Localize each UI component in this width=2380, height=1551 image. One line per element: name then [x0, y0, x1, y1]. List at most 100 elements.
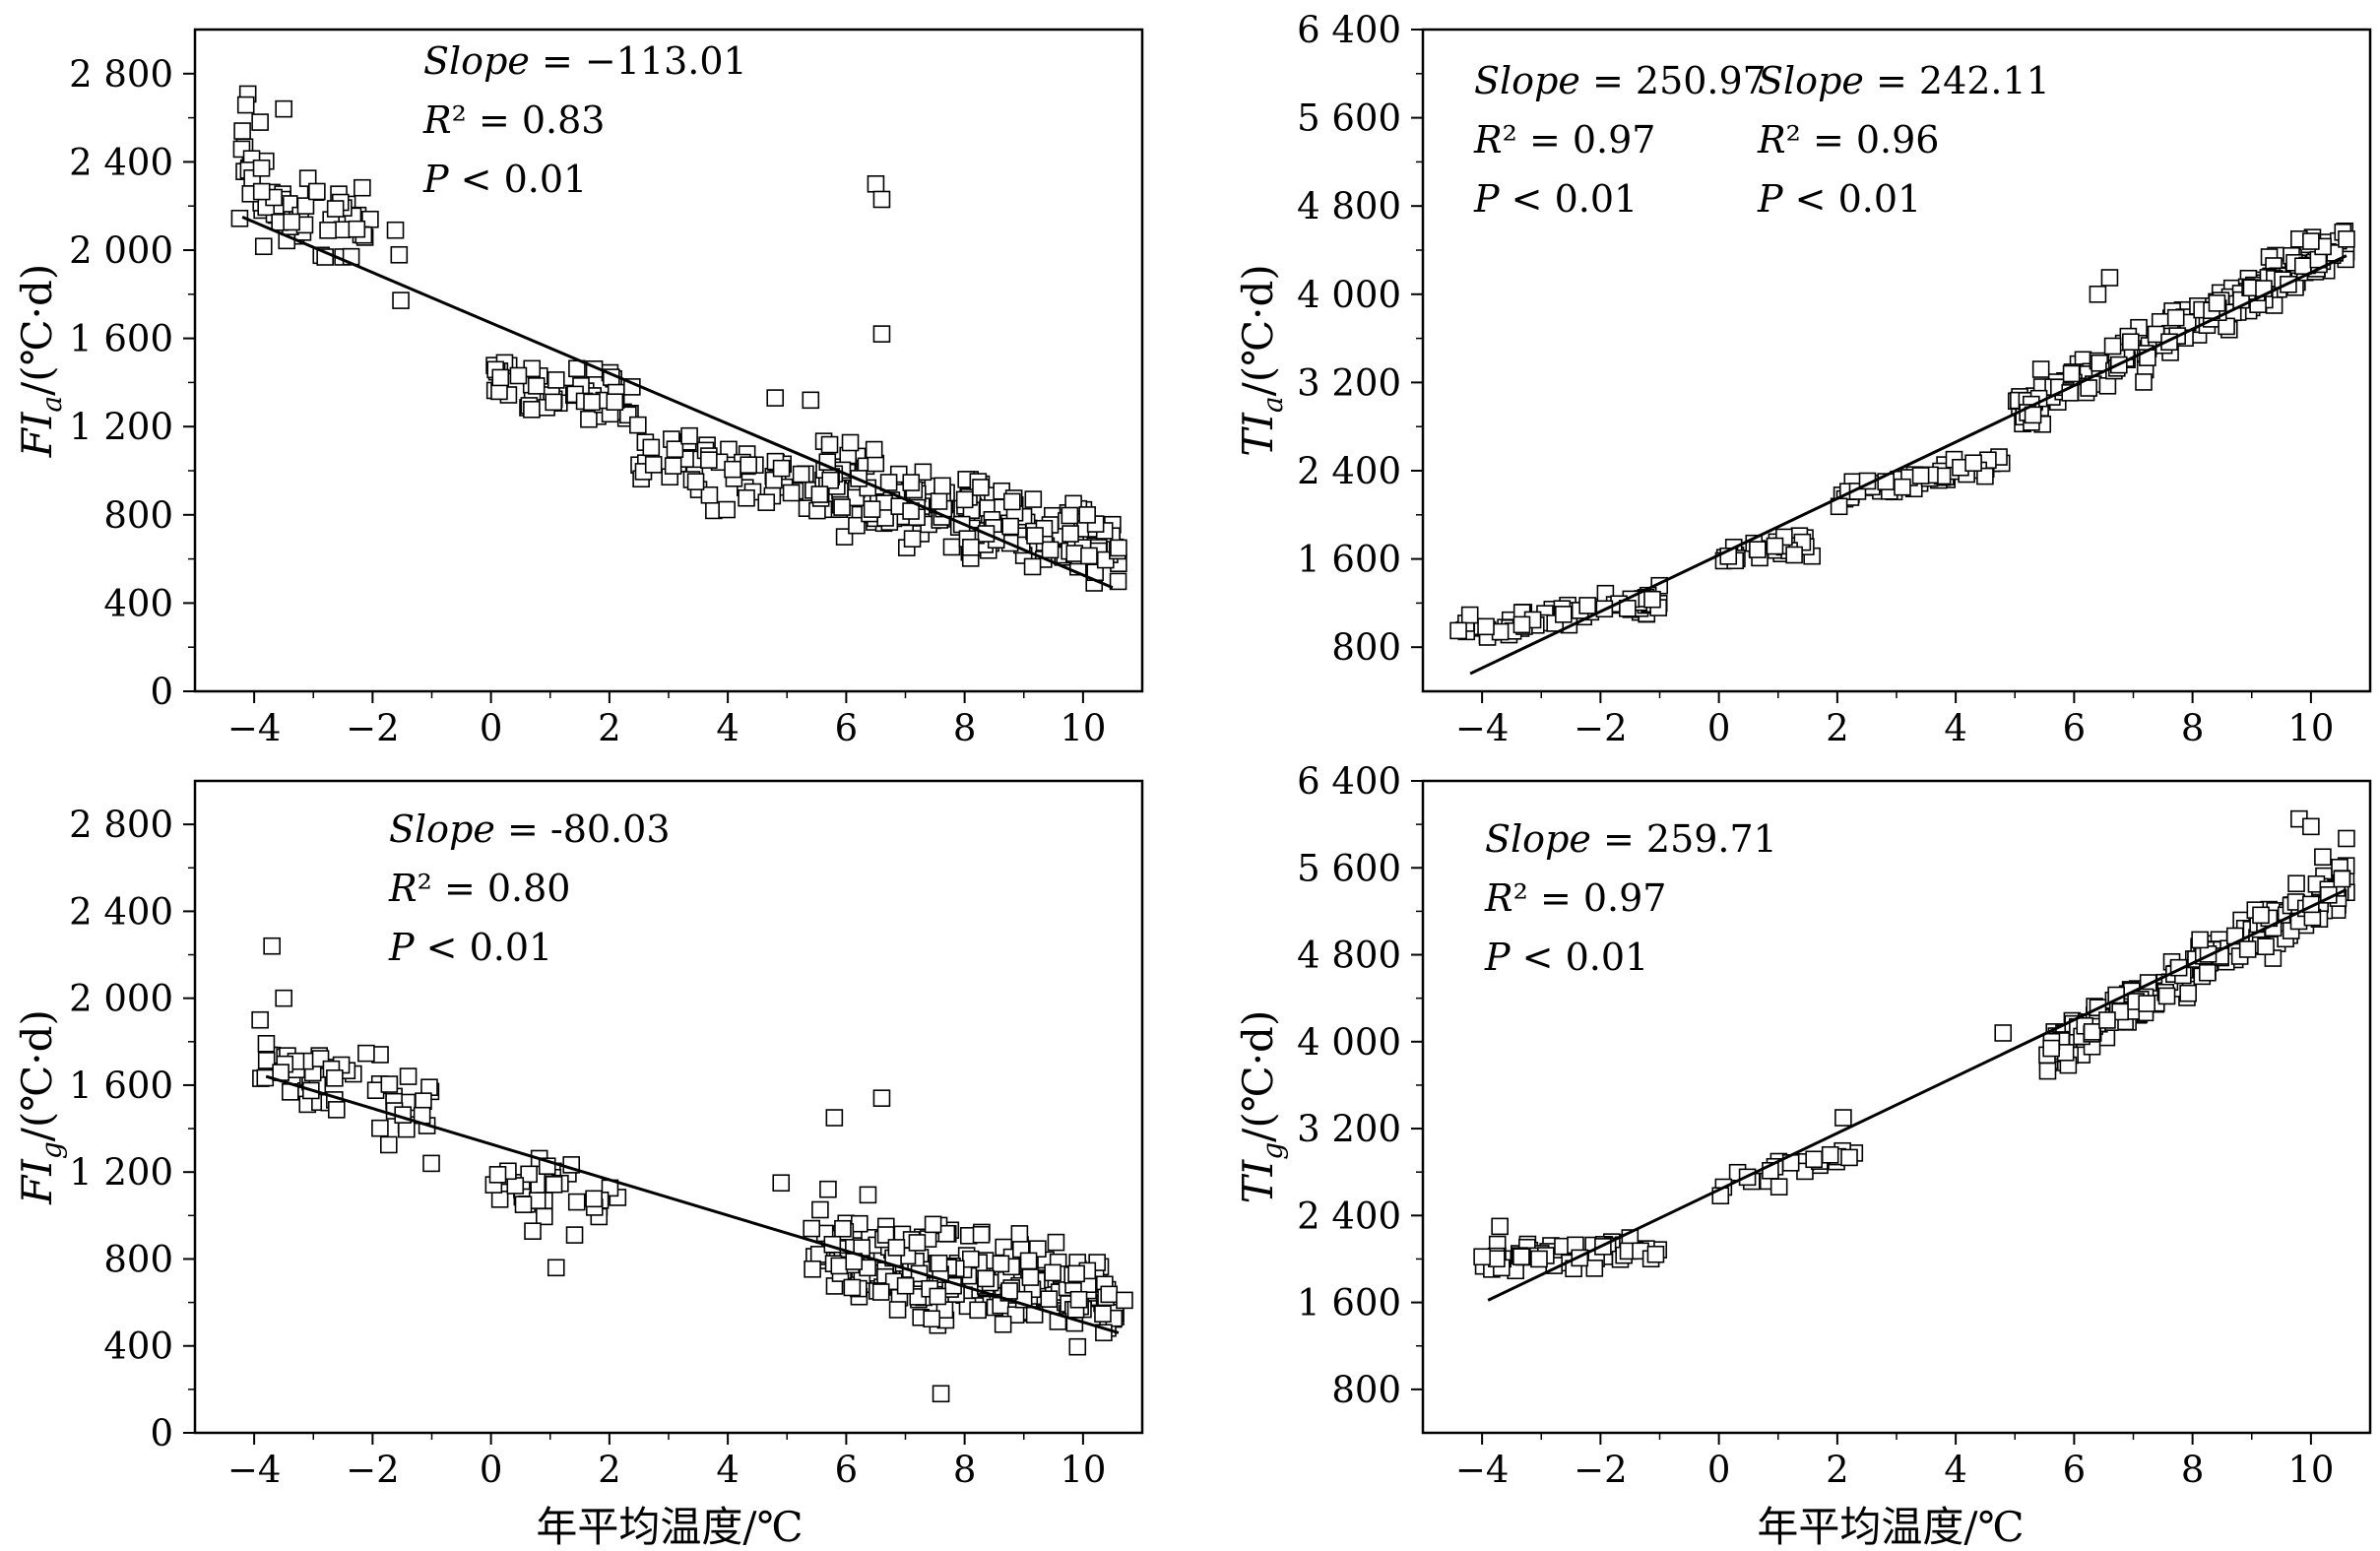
- annotation-p: P < 0.01: [388, 926, 552, 969]
- scatter-point: [930, 1254, 948, 1272]
- scatter-point: [1100, 1285, 1119, 1304]
- scatter-point: [2024, 406, 2042, 424]
- scatter-point: [834, 1219, 852, 1238]
- scatter-point: [2122, 333, 2140, 352]
- scatter-point: [757, 493, 776, 511]
- x-tick-label: 10: [1060, 1449, 1106, 1491]
- x-tick-label: −4: [227, 1449, 282, 1491]
- scatter-point: [1555, 606, 1573, 623]
- x-tick-label: 10: [2287, 1449, 2334, 1491]
- scatter-point: [1477, 617, 1495, 636]
- regression-line: [1469, 254, 2348, 676]
- scatter-point: [392, 291, 410, 309]
- scatter-point: [2191, 931, 2209, 949]
- scatter-point: [848, 516, 866, 535]
- x-tick-label: 10: [2287, 707, 2334, 749]
- scatter-point: [308, 182, 326, 201]
- annotation-p: P < 0.01: [1473, 177, 1638, 221]
- x-tick-label: 8: [953, 707, 977, 749]
- x-tick-label: 6: [2063, 1449, 2087, 1491]
- scatter-point: [1061, 506, 1079, 525]
- scatter-point: [1021, 1268, 1040, 1286]
- scatter-point: [1067, 1264, 1085, 1283]
- scatter-point: [1078, 506, 1096, 524]
- scatter-point: [802, 391, 820, 410]
- scatter-point: [923, 1310, 940, 1328]
- scatter-point: [1512, 615, 1531, 634]
- scatter-point: [2338, 230, 2355, 248]
- y-tick-label: 4 800: [1297, 935, 1401, 977]
- scatter-point: [859, 1186, 877, 1204]
- scatter-point: [937, 1224, 956, 1243]
- scatter-point: [236, 96, 255, 114]
- scatter-point: [1040, 1290, 1059, 1308]
- scatter-point: [2293, 257, 2312, 276]
- common-x-axis-label-left: 年平均温度/℃: [536, 1503, 803, 1551]
- scatter-point: [1010, 1225, 1029, 1243]
- x-tick-label: −2: [1574, 1449, 1628, 1491]
- scatter-point: [2138, 995, 2155, 1012]
- annotation-p: P < 0.01: [1757, 177, 1921, 221]
- scatter-point: [1047, 1233, 1065, 1252]
- panel-fig-scatter: −4 −2 0 2 4 6 8 10 0 400 800 1 200 1 600 2 000 2 400 2 …: [13, 779, 1144, 1491]
- panel-tig-scatter: −4 −2 0 2 4 6 8 10 800 1 600 2 400 3 200 4 000 4 800 5…: [1234, 760, 2372, 1491]
- scatter-point: [1785, 546, 1803, 564]
- scatter-point: [2302, 232, 2320, 250]
- scatter-point: [2103, 337, 2122, 355]
- scatter-point: [629, 416, 647, 434]
- scatter-point: [1023, 557, 1042, 576]
- scatter-point: [1821, 1145, 1839, 1164]
- scatter-point: [1061, 525, 1079, 543]
- scatter-point: [1769, 1178, 1788, 1196]
- scatter-point: [491, 368, 510, 387]
- x-tick-label: −4: [1455, 1449, 1510, 1491]
- scatter-point: [490, 1191, 509, 1208]
- x-tick-label: 0: [480, 707, 503, 749]
- y-tick-label: 4 800: [1297, 185, 1401, 227]
- scatter-point: [1578, 597, 1596, 614]
- x-tick-label: 8: [2181, 1449, 2205, 1491]
- scatter-point: [1491, 622, 1510, 641]
- common-x-axis-label-right: 年平均温度/℃: [1757, 1503, 2024, 1551]
- y-tick-label: 2 000: [69, 229, 173, 272]
- y-tick-label: 1 600: [1297, 1282, 1401, 1325]
- x-tick-label: 4: [1944, 707, 1967, 749]
- annotation-slope: Slope = -80.03: [389, 808, 671, 851]
- scatter-point: [583, 393, 601, 412]
- annotation-r2: R² = 0.97: [1484, 876, 1666, 920]
- scatter-point: [1491, 1217, 1509, 1236]
- scatter-point: [545, 393, 562, 412]
- scatter-point: [1065, 545, 1084, 562]
- scatter-point: [1512, 1248, 1530, 1265]
- x-tick-label: 4: [716, 707, 740, 749]
- scatter-point: [1646, 1245, 1665, 1263]
- scatter-point: [2166, 308, 2185, 327]
- y-axis-label: FIa/(℃·d): [13, 264, 68, 459]
- scatter-point: [1094, 1305, 1112, 1324]
- x-tick-label: 2: [598, 1449, 621, 1491]
- y-tick-label: 1 600: [69, 1065, 173, 1107]
- annotation-p: P < 0.01: [1484, 936, 1648, 979]
- scatter-point: [1460, 606, 1479, 624]
- scatter-point: [1449, 621, 1467, 640]
- x-tick-label: −2: [1574, 707, 1628, 749]
- scatter-point: [319, 222, 337, 239]
- scatter-point: [257, 1035, 276, 1053]
- scatter-point: [1026, 527, 1044, 545]
- scatter-point: [972, 1225, 991, 1244]
- scatter-point: [2135, 373, 2153, 391]
- y-tick-label: 800: [1331, 626, 1401, 669]
- scatter-point: [1109, 572, 1127, 591]
- scatter-point: [924, 1215, 942, 1234]
- scatter-point: [506, 1177, 525, 1195]
- scatter-point: [700, 485, 719, 504]
- scatter-point: [2338, 829, 2355, 848]
- scatter-point: [520, 1165, 538, 1184]
- scatter-point: [298, 169, 317, 187]
- scatter-point: [257, 1052, 276, 1069]
- scatter-point: [865, 440, 883, 459]
- x-tick-label: 6: [835, 707, 859, 749]
- annotation-r2: R² = 0.97: [1473, 118, 1655, 162]
- panel-tia-scatter: −4 −2 0 2 4 6 8 10 800 1 600 2 400 3 200 4 000 4 800 5…: [1234, 9, 2372, 749]
